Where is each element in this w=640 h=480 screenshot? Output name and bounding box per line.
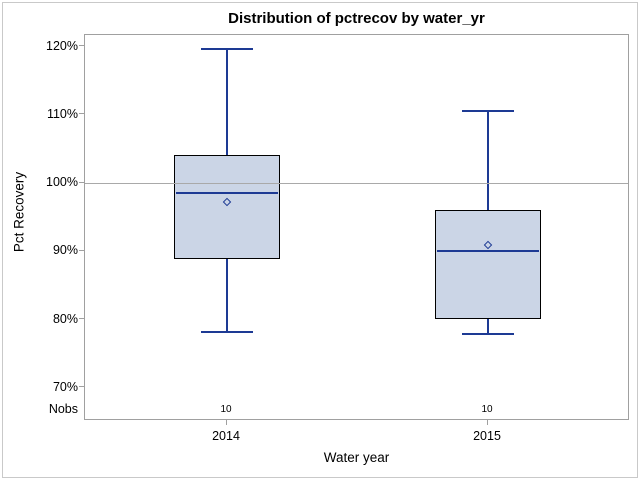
y-tick-mark — [79, 249, 84, 251]
x-axis-title: Water year — [323, 450, 390, 465]
x-category-label: 2014 — [212, 429, 240, 443]
x-tick-mark — [226, 420, 227, 425]
y-tick-label: 80% — [52, 311, 78, 326]
chart-title: Distribution of pctrecov by water_yr — [228, 10, 485, 27]
whisker-cap-bottom — [462, 332, 514, 335]
y-tick-label: 120% — [46, 38, 78, 53]
x-category-label: 2015 — [473, 429, 501, 443]
median-line — [437, 250, 539, 253]
x-tick-mark — [487, 420, 488, 425]
y-tick-label: 100% — [46, 175, 78, 190]
whisker-cap-top — [462, 109, 514, 112]
box-2014 — [174, 155, 280, 259]
y-tick-mark — [79, 113, 84, 115]
y-tick-mark — [79, 181, 84, 183]
reference-line-100 — [85, 182, 628, 184]
plot-frame — [84, 34, 629, 420]
y-tick-label: 70% — [52, 379, 78, 394]
median-line — [176, 191, 278, 194]
y-tick-label: 90% — [52, 243, 78, 258]
whisker-cap-top — [201, 47, 253, 50]
y-tick-mark — [79, 386, 84, 388]
y-tick-mark — [79, 45, 84, 47]
box-2015 — [435, 210, 541, 319]
y-tick-mark — [79, 318, 84, 319]
nobs-value: 10 — [481, 404, 493, 415]
nobs-value: 10 — [220, 404, 232, 415]
whisker-cap-bottom — [201, 331, 253, 334]
y-tick-label: 110% — [46, 106, 78, 121]
nobs-row-label: Nobs — [48, 402, 78, 416]
